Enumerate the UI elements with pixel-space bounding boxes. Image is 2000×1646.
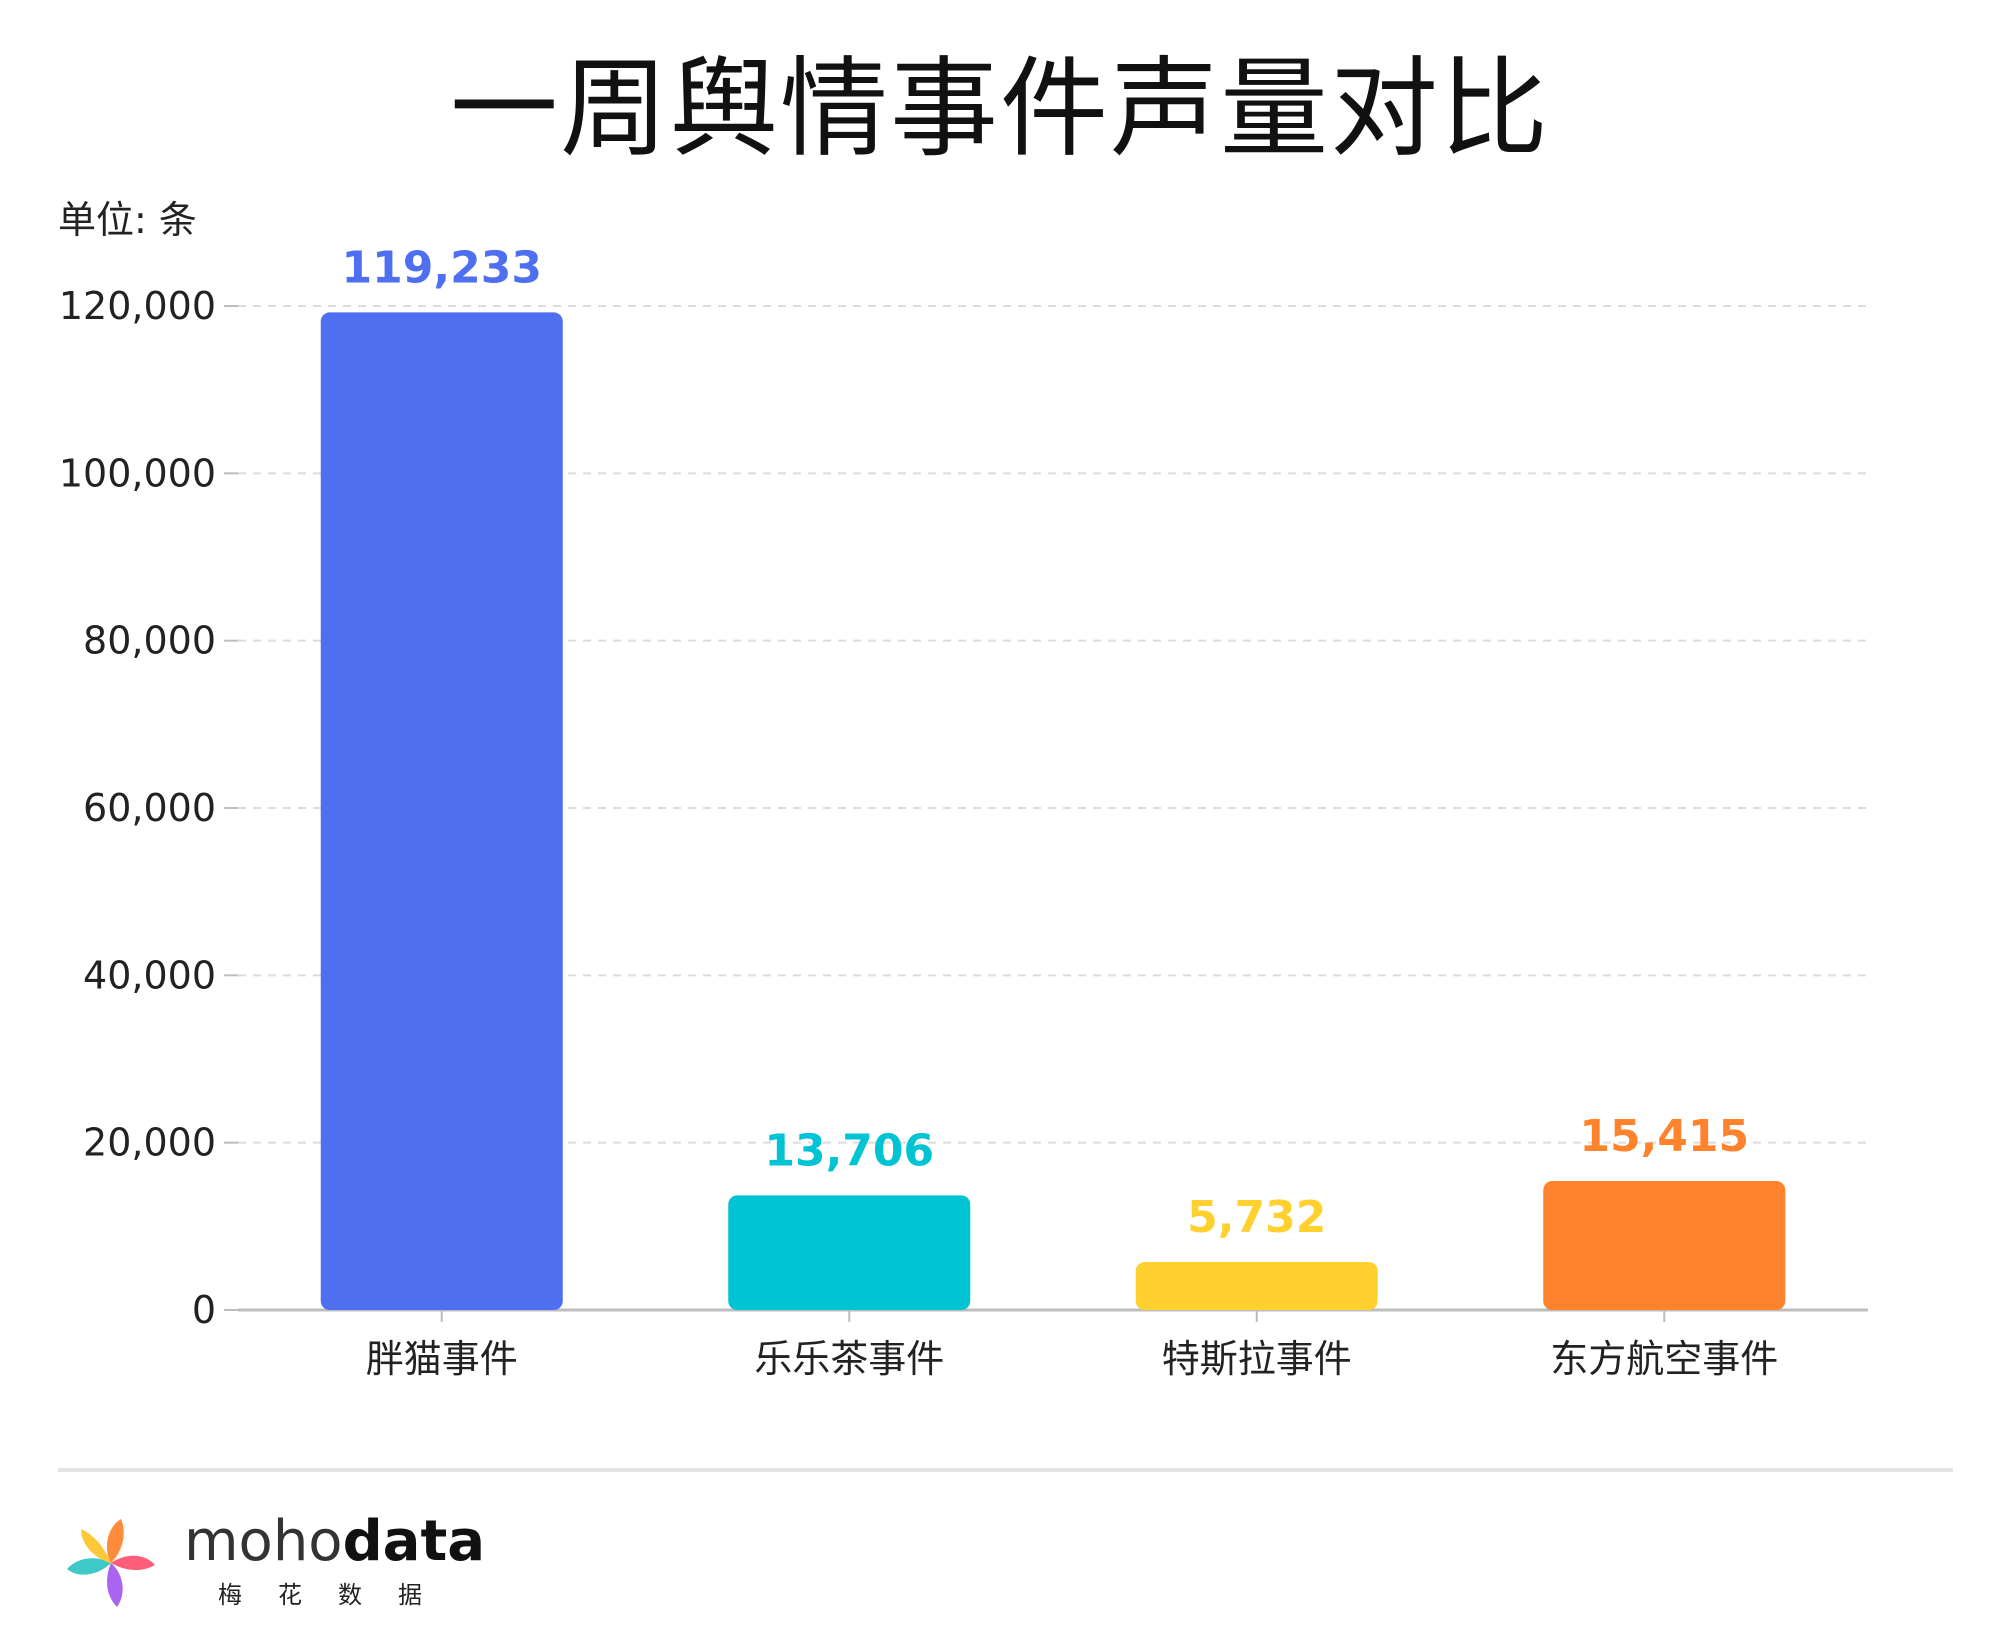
y-tick-label: 100,000 (59, 451, 216, 495)
y-tick-label: 80,000 (83, 619, 216, 663)
y-tick-label: 0 (192, 1288, 216, 1332)
y-tick-label: 20,000 (83, 1121, 216, 1165)
data-label: 13,706 (764, 1125, 934, 1176)
unit-label: 单位: 条 (58, 198, 197, 242)
x-tick-label: 乐乐茶事件 (754, 1337, 944, 1381)
brand-name: mohodata (184, 1510, 485, 1574)
footer-divider (58, 1468, 1953, 1472)
data-label: 119,233 (342, 242, 542, 293)
brand-name-bold: data (342, 1509, 486, 1574)
brand-subtitle: 梅花数据 (218, 1581, 458, 1609)
bar-chart: 0 20,000 40,000 60,000 80,000 100,000 120,000 1… (59, 242, 1868, 1381)
bar (320, 312, 563, 1310)
bar (728, 1195, 971, 1310)
chart-title: 一周舆情事件声量对比 (449, 47, 1550, 172)
data-label: 15,415 (1579, 1111, 1749, 1162)
brand-name-light: moho (184, 1509, 343, 1574)
mohodata-logo-icon (67, 1519, 155, 1607)
x-tick-label: 胖猫事件 (366, 1337, 518, 1381)
bar (1543, 1181, 1786, 1310)
y-tick-label: 120,000 (59, 284, 216, 328)
brand: mohodata 梅花数据 (184, 1510, 485, 1610)
data-label: 5,732 (1187, 1192, 1326, 1243)
bar (1135, 1262, 1378, 1310)
x-tick-label: 特斯拉事件 (1162, 1337, 1352, 1381)
y-tick-label: 40,000 (83, 953, 216, 997)
x-tick-label: 东方航空事件 (1550, 1337, 1778, 1381)
y-tick-label: 60,000 (83, 786, 216, 830)
